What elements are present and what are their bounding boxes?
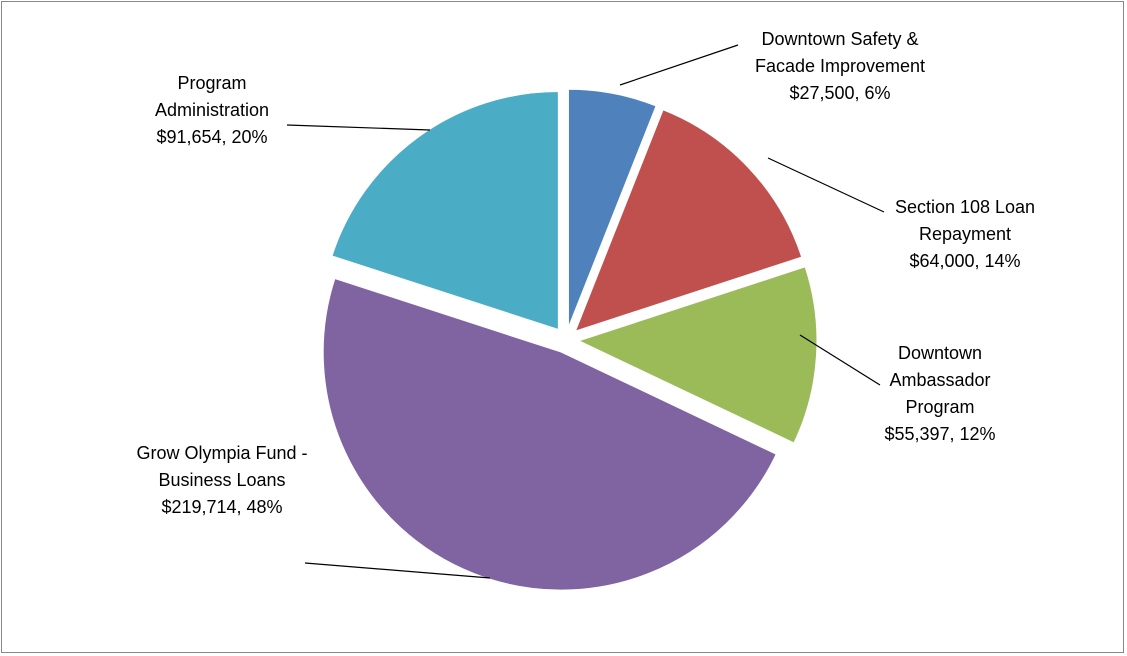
pie-slice xyxy=(567,88,657,328)
data-label: Section 108 Loan Repayment $64,000, 14% xyxy=(880,194,1050,275)
category-label: Downtown Safety & Facade Improvement xyxy=(754,29,926,76)
leader-line xyxy=(286,124,431,131)
leader-line xyxy=(767,157,885,213)
value-label: $55,397, 12% xyxy=(884,424,996,444)
category-label: Grow Olympia Fund - Business Loans xyxy=(136,443,308,490)
leader-line xyxy=(304,562,491,579)
category-label: Downtown Ambassador Program xyxy=(889,343,991,417)
pie-slice xyxy=(331,90,559,331)
value-label: $64,000, 14% xyxy=(909,251,1021,271)
category-label: Section 108 Loan Repayment xyxy=(894,197,1036,244)
data-label: Downtown Safety & Facade Improvement $27,… xyxy=(735,26,945,107)
data-label: Program Administration $91,654, 20% xyxy=(127,70,297,151)
leader-line xyxy=(799,334,881,386)
leader-line xyxy=(619,44,739,86)
value-label: $27,500, 6% xyxy=(789,83,891,103)
pie-slice xyxy=(322,277,777,591)
data-label: Grow Olympia Fund - Business Loans $219,7… xyxy=(132,440,312,521)
category-label: Program Administration xyxy=(154,73,270,120)
data-label: Downtown Ambassador Program $55,397, 12% xyxy=(875,340,1005,448)
pie-slice xyxy=(577,266,818,444)
value-label: $219,714, 48% xyxy=(161,497,283,517)
pie-slice xyxy=(574,109,803,332)
value-label: $91,654, 20% xyxy=(156,127,268,147)
